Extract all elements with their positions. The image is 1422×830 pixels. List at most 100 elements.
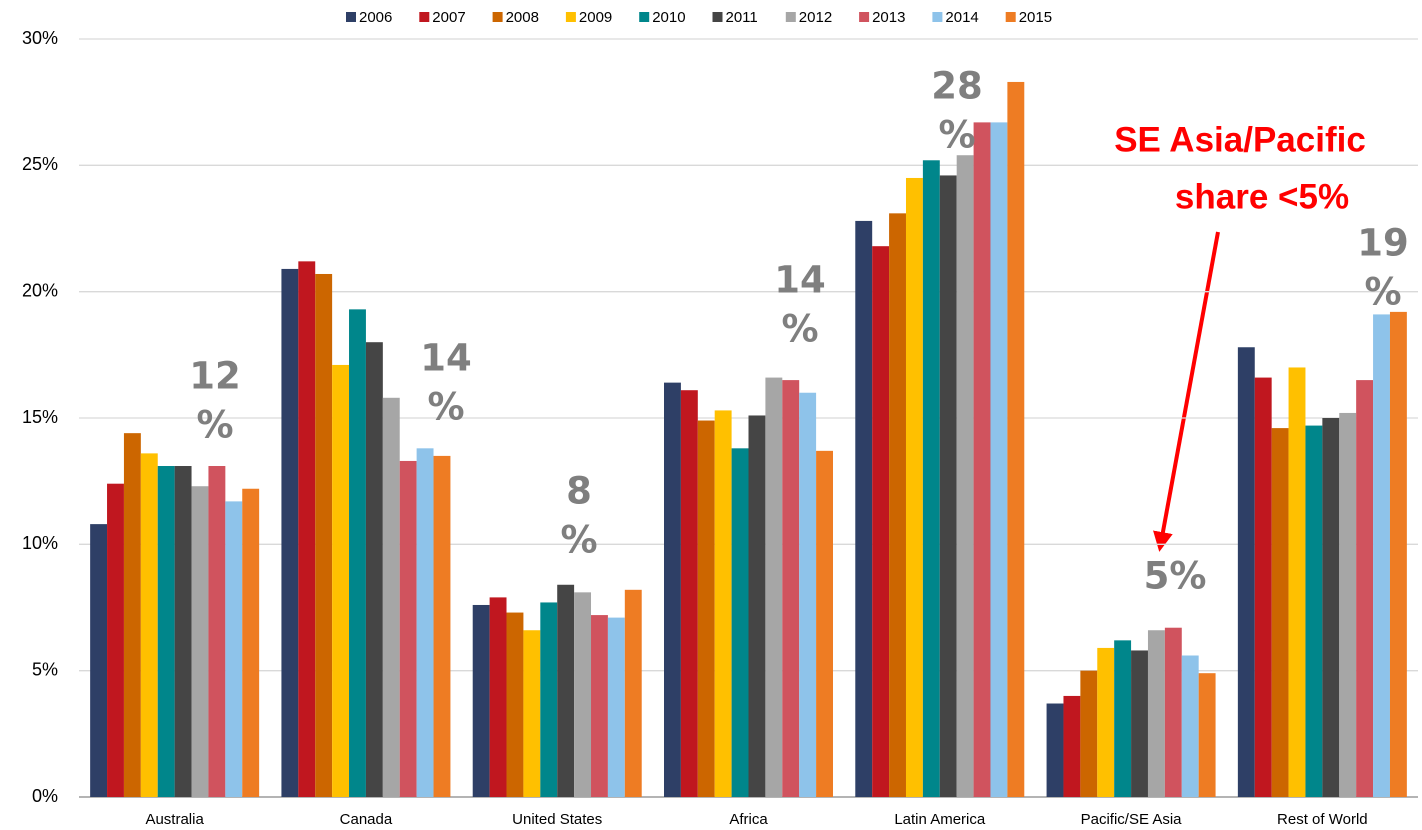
y-tick-label: 30% <box>22 28 58 48</box>
bar <box>607 617 625 797</box>
callout-arrow <box>1153 231 1220 552</box>
bar <box>315 273 333 798</box>
bar <box>855 220 873 798</box>
legend-swatch <box>859 12 870 22</box>
bar <box>714 410 732 797</box>
annotation: % <box>938 114 975 157</box>
bar <box>1198 673 1216 797</box>
legend-label: 2010 <box>652 9 685 26</box>
annotation: % <box>196 404 233 447</box>
bar <box>1356 380 1374 797</box>
y-tick-label: 10% <box>22 533 58 553</box>
legend-label: 2006 <box>359 9 392 26</box>
bar <box>922 160 940 797</box>
bar <box>748 415 766 797</box>
legend-swatch <box>492 12 503 22</box>
bar <box>574 592 592 797</box>
x-tick-label: Canada <box>340 811 393 828</box>
legend-swatch <box>419 12 430 22</box>
annotation: % <box>427 386 464 429</box>
x-tick-label: United States <box>512 811 602 828</box>
bar <box>174 466 192 797</box>
bar <box>664 382 681 797</box>
bar <box>1373 314 1390 797</box>
x-tick-label: Rest of World <box>1277 811 1368 828</box>
bar <box>123 433 141 797</box>
bar <box>872 246 890 798</box>
bar <box>140 453 158 797</box>
callout-text: share <5% <box>1175 177 1349 216</box>
annotation: 12 <box>189 355 241 398</box>
legend-label: 2014 <box>945 9 978 26</box>
bar <box>557 584 575 797</box>
bar <box>1007 81 1025 798</box>
bar <box>191 486 209 797</box>
bar <box>157 466 175 797</box>
legend-swatch <box>346 12 356 22</box>
callout-text: SE Asia/Pacific <box>1114 120 1366 159</box>
bar <box>1271 428 1289 797</box>
annotation: 14 <box>420 337 472 380</box>
bar <box>1080 670 1098 797</box>
bar <box>349 309 366 797</box>
bar <box>1046 703 1064 797</box>
bar <box>680 390 698 797</box>
bar <box>973 122 991 797</box>
bar <box>905 177 923 797</box>
bar <box>1131 650 1148 797</box>
bar <box>472 604 490 797</box>
legend-label: 2012 <box>799 9 832 26</box>
bar <box>765 377 783 797</box>
legend-swatch <box>785 12 796 22</box>
legend-label: 2015 <box>1019 9 1052 26</box>
y-tick-label: 25% <box>22 154 58 174</box>
y-tick-label: 15% <box>22 407 58 427</box>
bar <box>1339 412 1357 797</box>
bar <box>816 450 833 797</box>
bar <box>281 268 299 798</box>
bar <box>242 488 260 797</box>
annotation: % <box>781 308 818 351</box>
bar <box>540 602 558 797</box>
bar <box>1305 425 1323 797</box>
legend-swatch <box>1005 12 1016 22</box>
y-tick-label: 5% <box>32 659 58 679</box>
bar <box>591 615 608 797</box>
annotation: % <box>1364 271 1401 314</box>
bar <box>1114 640 1132 797</box>
bar <box>225 501 243 797</box>
bar <box>1322 418 1340 797</box>
legend-swatch <box>565 12 576 22</box>
bar <box>939 175 957 797</box>
x-tick-label: Australia <box>145 811 204 828</box>
bar <box>523 630 541 797</box>
bar <box>433 455 451 797</box>
legend-label: 2013 <box>872 9 905 26</box>
legend-label: 2008 <box>506 9 539 26</box>
bar <box>956 155 974 797</box>
bar <box>1254 377 1272 797</box>
x-tick-label: Latin America <box>894 811 986 828</box>
annotation: 8 <box>566 470 592 513</box>
bar <box>506 612 524 797</box>
annotation: 19 <box>1357 222 1409 265</box>
legend-swatch <box>712 12 723 22</box>
bar <box>731 448 749 797</box>
bar <box>298 261 316 797</box>
legend-swatch <box>932 12 943 22</box>
y-tick-label: 20% <box>22 280 58 300</box>
bar <box>990 122 1008 797</box>
annotation: % <box>560 519 597 562</box>
bar <box>90 524 108 797</box>
bar <box>1181 655 1199 797</box>
bar <box>1237 347 1255 797</box>
bar <box>382 397 400 797</box>
bar <box>107 483 124 797</box>
bar <box>1288 367 1306 797</box>
bar <box>416 448 434 797</box>
legend-swatch <box>639 12 650 22</box>
bar <box>697 420 715 797</box>
bar <box>1063 695 1081 797</box>
annotation: 14 <box>774 259 826 302</box>
